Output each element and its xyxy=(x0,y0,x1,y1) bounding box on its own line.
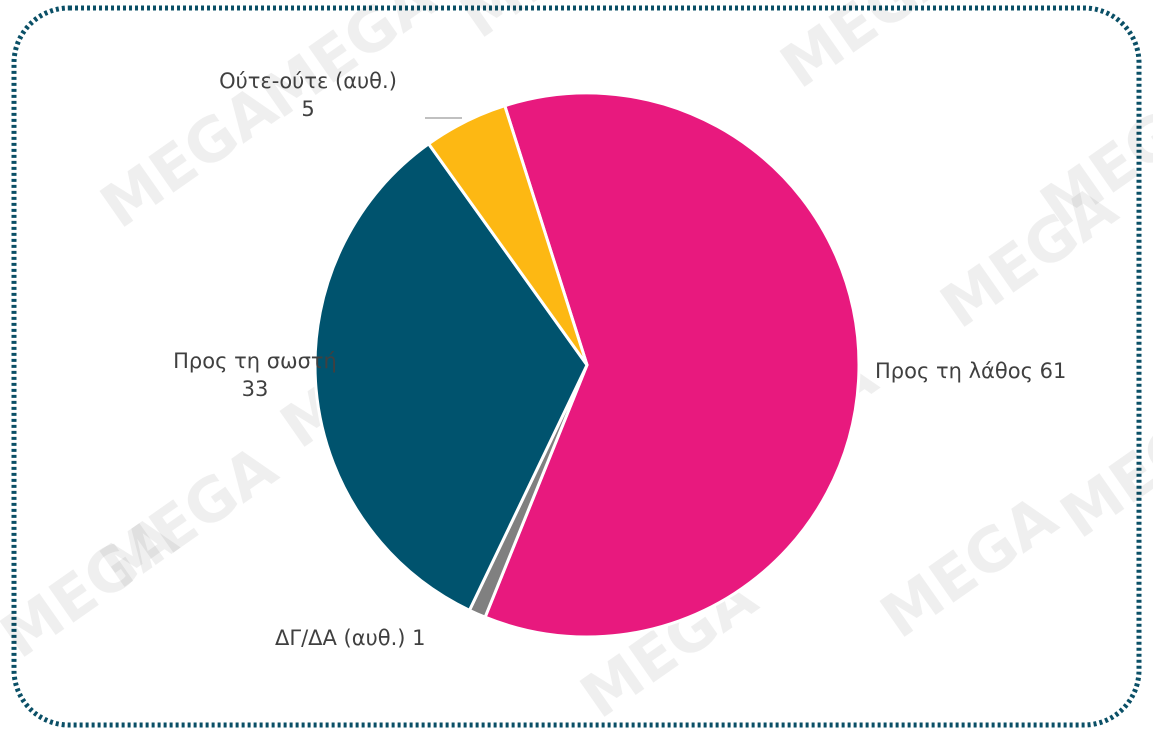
pie-slice xyxy=(483,91,861,639)
label-value: 5 xyxy=(301,97,314,121)
watermark: MEGA xyxy=(928,172,1129,342)
data-label: Προς τη σωστή 33 xyxy=(173,349,337,401)
label-name: Προς τη σωστή xyxy=(173,349,337,373)
border xyxy=(11,5,1142,728)
watermark: MEGA xyxy=(868,482,1069,652)
label-name: ΔΓ/ΔΑ (αυθ.) xyxy=(275,626,405,650)
label-name: Προς τη λάθος xyxy=(875,359,1033,383)
watermark: MEGA xyxy=(248,0,449,132)
watermark: MEGA xyxy=(1048,382,1153,552)
pie-slice xyxy=(313,141,589,613)
data-label: ΔΓ/ΔΑ (αυθ.) 1 xyxy=(275,626,426,650)
pie-slice xyxy=(426,103,589,366)
label-value: 1 xyxy=(412,626,425,650)
label-value: 33 xyxy=(242,377,269,401)
watermark: MEGA xyxy=(0,502,190,672)
data-label: Προς τη λάθος 61 xyxy=(875,359,1066,383)
label-value: 61 xyxy=(1040,359,1067,383)
watermark: MEGA xyxy=(88,72,289,242)
watermark: MEGA xyxy=(768,0,969,102)
watermark: MEGA xyxy=(448,0,649,52)
data-label: Ούτε-ούτε (αυθ.) 5 xyxy=(219,69,397,121)
label-name: Ούτε-ούτε (αυθ.) xyxy=(219,69,397,93)
